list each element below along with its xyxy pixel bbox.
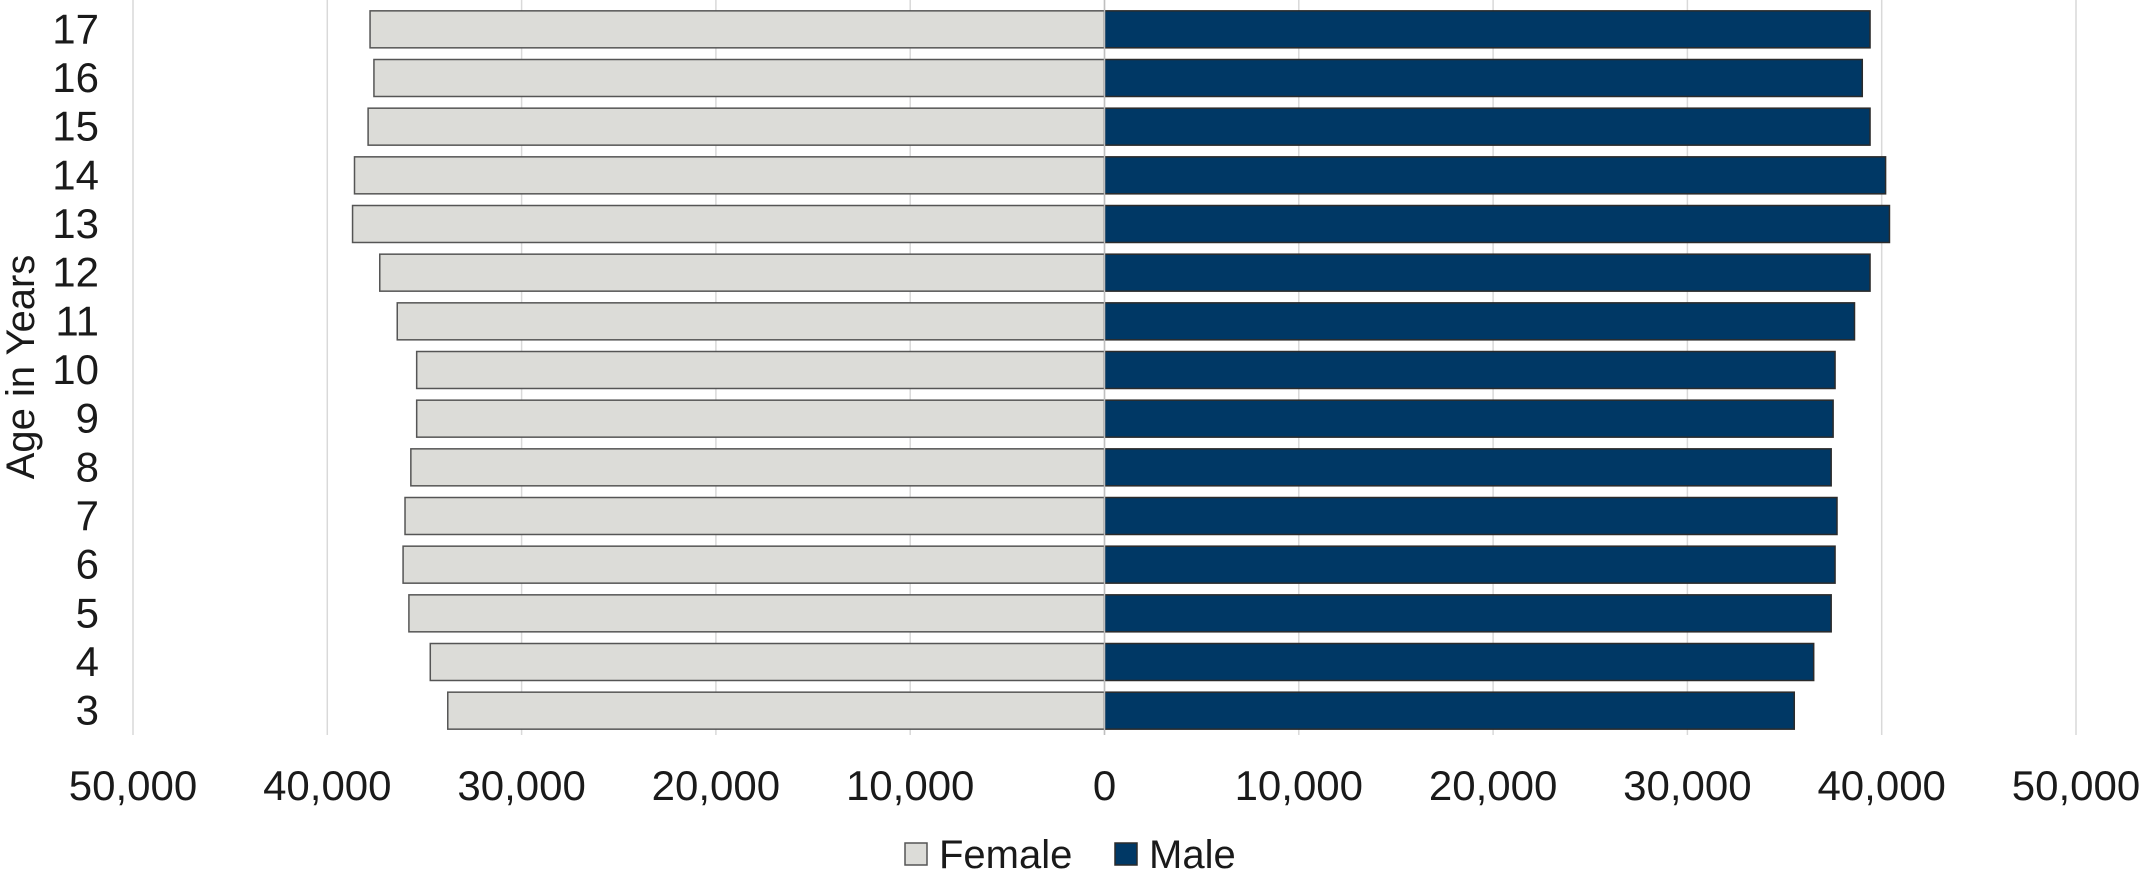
x-tick-label: 40,000 — [263, 762, 391, 809]
bar-male-age-15 — [1103, 107, 1871, 146]
bar-female-age-5 — [408, 594, 1106, 633]
bar-female-age-7 — [404, 496, 1106, 536]
x-tick-labels: 50,000 40,000 30,000 20,000 10,000 0 10,000 20,… — [69, 762, 2140, 809]
bar-female-age-13 — [351, 204, 1106, 244]
bar-male-age-12 — [1103, 253, 1871, 292]
y-axis-label: Age in Years — [0, 255, 43, 480]
bar-female-age-11 — [396, 302, 1106, 341]
x-tick-label: 50,000 — [2012, 762, 2140, 809]
bar-female-age-6 — [402, 545, 1106, 584]
bar-male-age-6 — [1103, 545, 1836, 584]
y-tick-label: 15 — [52, 103, 99, 150]
bar-male-age-10 — [1103, 350, 1836, 390]
x-tick-label: 0 — [1093, 762, 1116, 809]
legend: Female Male — [904, 833, 1236, 875]
bar-male-age-5 — [1103, 594, 1832, 633]
y-tick-label: 9 — [76, 395, 99, 442]
y-tick-label: 6 — [76, 541, 99, 588]
x-tick-label: 20,000 — [652, 762, 780, 809]
bar-male-age-8 — [1103, 448, 1832, 487]
bar-male-age-17 — [1103, 10, 1871, 49]
bar-female-age-3 — [447, 691, 1106, 730]
bar-male-age-7 — [1103, 496, 1838, 536]
bar-male-age-11 — [1103, 302, 1856, 341]
legend-swatch-male — [1114, 842, 1138, 866]
y-tick-label: 17 — [52, 5, 99, 52]
bar-male-age-14 — [1103, 156, 1887, 195]
x-tick-label: 40,000 — [1817, 762, 1945, 809]
bar-male-age-3 — [1103, 691, 1796, 730]
bar-female-age-16 — [373, 58, 1106, 98]
y-tick-label: 16 — [52, 54, 99, 101]
y-tick-label: 3 — [76, 687, 99, 734]
legend-label-male: Male — [1149, 833, 1236, 875]
x-tick-label: 50,000 — [69, 762, 197, 809]
bar-female-age-4 — [429, 642, 1106, 682]
bar-female-age-10 — [415, 350, 1106, 390]
x-tick-label: 20,000 — [1429, 762, 1557, 809]
y-tick-label: 4 — [76, 638, 99, 685]
y-tick-label: 11 — [55, 297, 99, 344]
bar-female-age-12 — [379, 253, 1106, 292]
y-tick-label: 10 — [52, 346, 99, 393]
bar-male-age-9 — [1103, 399, 1834, 438]
y-tick-label: 12 — [52, 249, 99, 296]
bars — [351, 0, 1891, 735]
x-tick-label: 30,000 — [457, 762, 585, 809]
bar-female-age-14 — [353, 156, 1106, 195]
y-tick-label: 8 — [76, 443, 99, 490]
y-tick-label: 5 — [76, 589, 99, 636]
bar-female-age-9 — [415, 399, 1106, 438]
x-tick-label: 10,000 — [1235, 762, 1363, 809]
y-tick-label: 7 — [76, 492, 99, 539]
bar-female-age-15 — [367, 107, 1106, 146]
legend-label-female: Female — [939, 833, 1072, 875]
bar-female-age-8 — [410, 448, 1106, 487]
y-tick-label: 14 — [52, 151, 99, 198]
y-tick-label: 13 — [52, 200, 99, 247]
bar-female-age-17 — [369, 10, 1106, 49]
bar-male-age-13 — [1103, 204, 1891, 244]
x-tick-label: 10,000 — [846, 762, 974, 809]
bar-male-age-4 — [1103, 642, 1815, 682]
bar-male-age-16 — [1103, 58, 1864, 98]
legend-swatch-female — [904, 842, 928, 866]
x-tick-label: 30,000 — [1623, 762, 1751, 809]
